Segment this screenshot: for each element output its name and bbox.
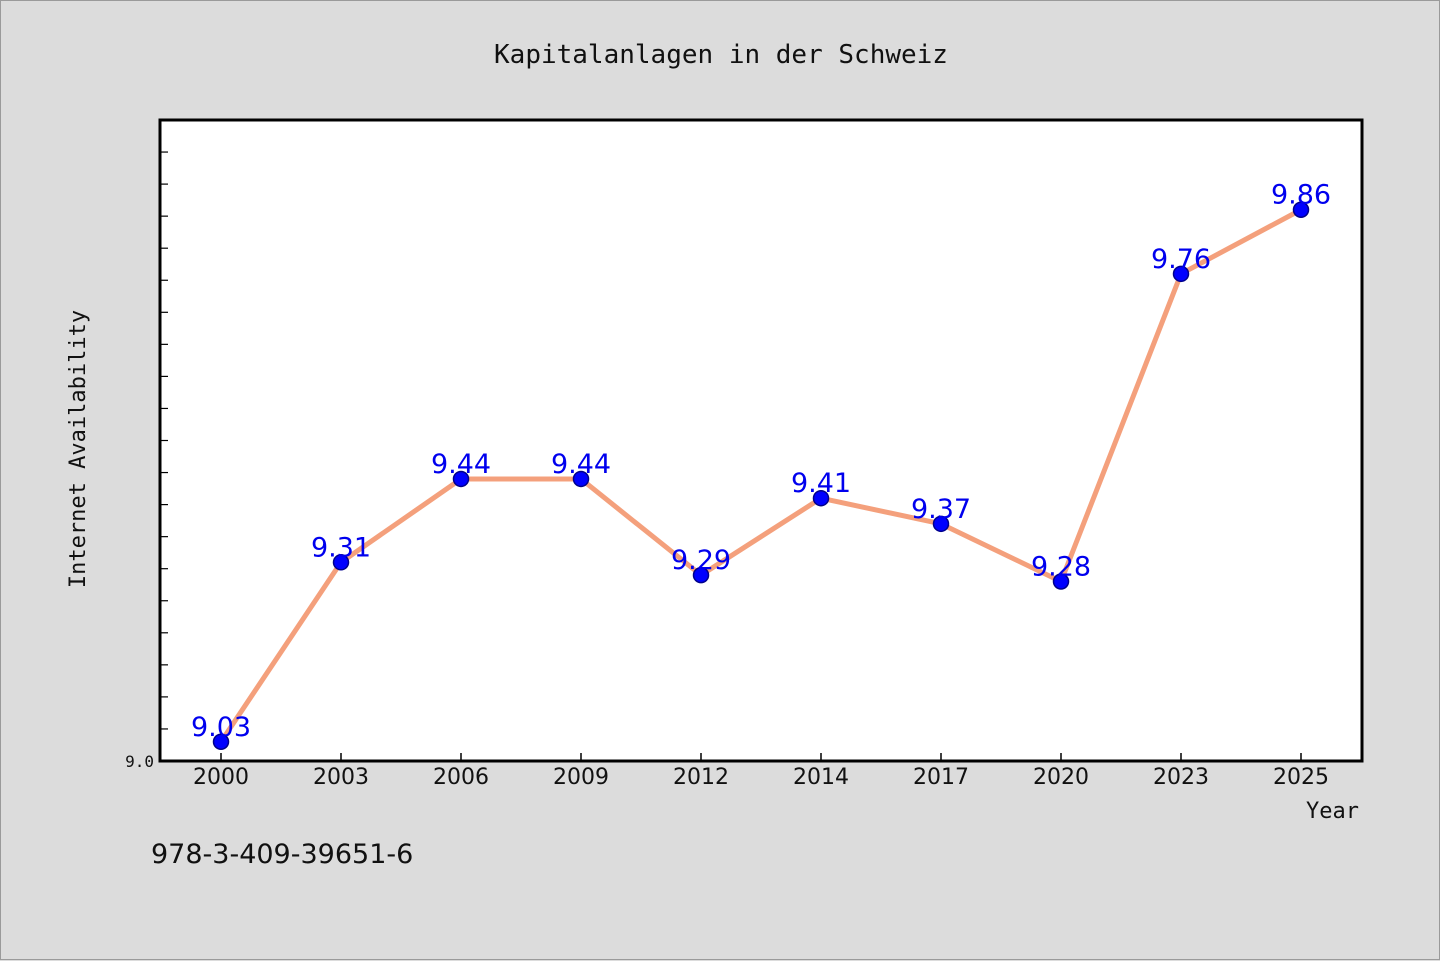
data-label: 9.76 [1151,244,1211,275]
x-tick-label: 2014 [793,765,849,790]
data-point [932,515,950,533]
isbn-text: 978-3-409-39651-6 [151,839,413,870]
data-labels: 9.03 9.31 9.44 9.44 9.29 9.41 9.37 9.28 9.76 9.86 [191,180,1331,743]
data-label: 9.44 [551,449,611,480]
y-axis-minor-ticks [160,151,168,730]
data-point [452,470,470,488]
data-point [572,470,590,488]
x-tick-label: 2012 [673,765,729,790]
data-label: 9.41 [791,468,851,499]
x-tick-label: 2023 [1153,765,1209,790]
data-point [212,733,230,751]
y-axis-label: Internet Availability [66,310,91,588]
x-tick-label: 2000 [193,765,249,790]
x-tick-label: 2017 [913,765,969,790]
series-line [218,207,1304,745]
data-point [332,554,350,571]
data-label: 9.86 [1271,180,1331,211]
data-label: 9.44 [431,449,491,480]
x-tick-label: 2009 [553,765,609,790]
data-point [1052,573,1070,590]
x-tick-label: 2006 [433,765,489,790]
data-label: 9.29 [671,545,731,576]
data-label: 9.37 [911,494,971,525]
x-axis-tick-labels: 2000 2003 2006 2009 2012 2014 2017 2020 2023 2025 [193,765,1329,790]
chart-title: Kapitalanlagen in der Schweiz [494,40,948,70]
x-axis-ticks [220,753,1302,761]
x-tick-label: 2020 [1033,765,1089,790]
x-tick-label: 2025 [1273,765,1329,790]
x-tick-label: 2003 [313,765,369,790]
data-point [1172,265,1190,283]
data-point [812,489,830,507]
x-axis-label: Year [1306,799,1359,824]
plot-area [158,118,1364,763]
data-point [692,566,710,584]
y-tick-label: 9.0 [125,752,154,771]
data-label: 9.28 [1031,552,1091,583]
data-label: 9.03 [191,712,251,743]
data-point [1292,201,1310,218]
data-label: 9.31 [311,532,371,563]
series-markers [212,201,1310,751]
